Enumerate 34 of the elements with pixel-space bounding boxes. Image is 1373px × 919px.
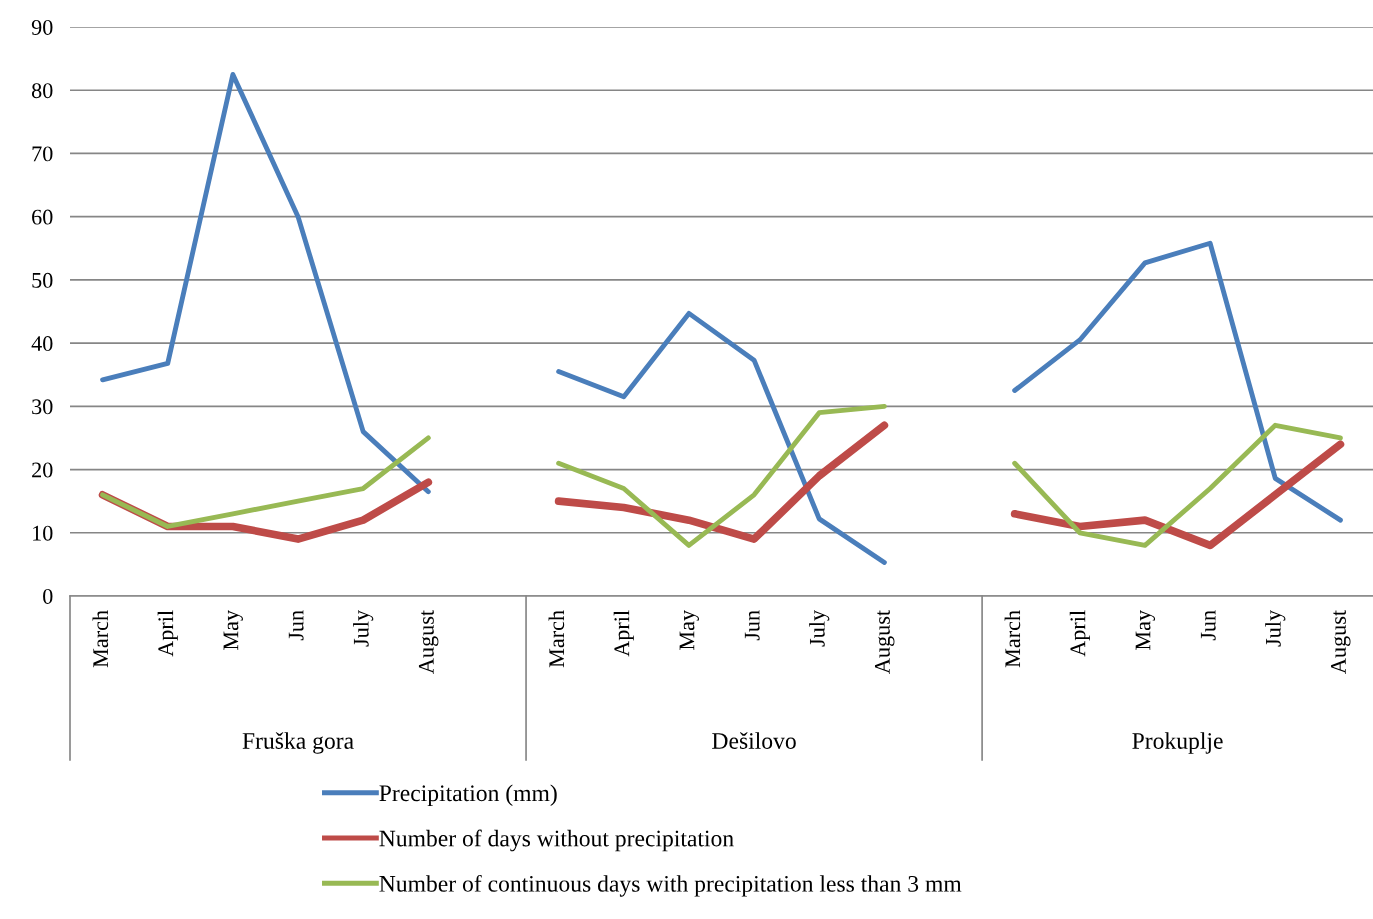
- legend-label: Number of days without precipitation: [379, 829, 734, 852]
- x-tick-label: April: [157, 610, 178, 657]
- x-tick-label: May: [679, 609, 699, 650]
- x-tick-label: July: [1265, 609, 1286, 647]
- x-tick-label: Jun: [288, 610, 304, 641]
- y-tick-label: 10: [33, 525, 53, 541]
- x-tick-label: March: [1004, 610, 1021, 668]
- legend-label: Precipitation (mm): [379, 784, 557, 806]
- text: Fruška gora: [242, 732, 354, 754]
- x-tick-label: July: [809, 609, 830, 647]
- x-tick-label: August: [418, 610, 439, 674]
- x-tick-label: April: [613, 610, 634, 657]
- x-tick-label: March: [92, 610, 109, 668]
- x-tick-label: May: [1135, 609, 1156, 650]
- x-tick-label: August: [874, 610, 895, 674]
- y-tick-label: 70: [32, 146, 53, 162]
- y-tick-label: 60: [32, 209, 53, 225]
- text: Dešilovo: [712, 732, 796, 749]
- x-tick-label: July: [353, 609, 374, 647]
- y-tick-label: 20: [32, 462, 53, 478]
- y-tick-label: 30: [32, 399, 53, 415]
- legend-label: Number of continuous days with precipitation less than 3 mm: [379, 874, 962, 897]
- x-tick-label: April: [1069, 610, 1090, 657]
- text: Prokuplje: [1132, 732, 1223, 754]
- y-tick-label: 40: [31, 336, 53, 352]
- x-tick-label: March: [548, 610, 565, 668]
- x-tick-label: May: [223, 609, 243, 650]
- y-tick-label: 0: [43, 588, 53, 604]
- x-tick-label: Jun: [1200, 610, 1216, 641]
- y-tick-label: 80: [31, 83, 53, 99]
- y-tick-label: 50: [32, 272, 53, 288]
- x-tick-label: Jun: [744, 610, 760, 641]
- x-tick-label: August: [1331, 610, 1351, 674]
- y-tick-label: 90: [31, 19, 53, 35]
